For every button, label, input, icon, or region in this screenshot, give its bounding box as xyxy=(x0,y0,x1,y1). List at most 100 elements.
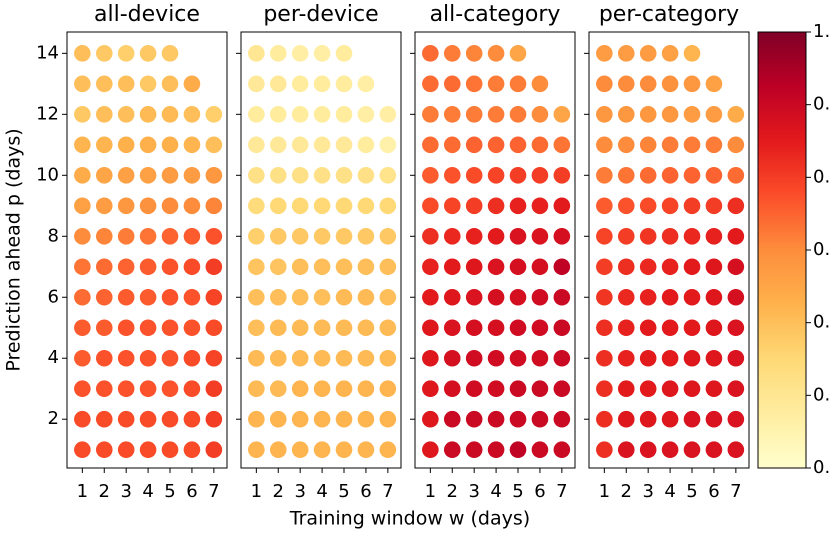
dot xyxy=(248,167,265,184)
dot xyxy=(465,136,483,154)
x-tick-label: 7 xyxy=(208,481,219,502)
dot xyxy=(422,75,439,93)
dot xyxy=(596,45,613,62)
dot xyxy=(205,258,223,276)
dot xyxy=(95,288,113,306)
dot xyxy=(596,441,613,459)
dot xyxy=(335,167,353,184)
x-tick-label: 5 xyxy=(686,481,697,502)
dot xyxy=(248,441,265,459)
dot xyxy=(705,167,723,184)
dot xyxy=(531,319,549,337)
y-tick-label: 6 xyxy=(48,286,59,307)
dot xyxy=(117,319,135,337)
dot xyxy=(139,45,157,62)
x-tick-label: 7 xyxy=(382,481,393,502)
y-tick-label: 8 xyxy=(48,225,59,246)
dot xyxy=(617,136,635,154)
dot xyxy=(161,45,179,62)
dot xyxy=(487,319,505,337)
dot xyxy=(335,319,353,337)
dot xyxy=(357,136,375,154)
dot xyxy=(357,227,375,245)
dot xyxy=(705,227,723,245)
dot xyxy=(465,349,483,367)
x-tick-label: 6 xyxy=(708,481,719,502)
dot xyxy=(161,197,179,215)
dot xyxy=(465,258,483,276)
dot xyxy=(95,75,113,93)
dot xyxy=(269,319,287,337)
x-tick-label: 4 xyxy=(142,481,153,502)
dot xyxy=(95,441,113,459)
dot xyxy=(596,106,613,123)
dot xyxy=(683,410,701,428)
dot xyxy=(727,167,745,184)
dot xyxy=(205,197,223,215)
dot xyxy=(183,227,201,245)
dot xyxy=(248,380,265,398)
dot xyxy=(95,197,113,215)
dot xyxy=(95,167,113,184)
dot xyxy=(617,410,635,428)
dot xyxy=(357,167,375,184)
dot xyxy=(161,258,179,276)
dot xyxy=(509,45,527,62)
dot xyxy=(117,136,135,154)
dot xyxy=(531,441,549,459)
dot xyxy=(465,441,483,459)
dot xyxy=(205,167,223,184)
dot xyxy=(422,227,439,245)
dot xyxy=(443,106,461,123)
dot xyxy=(313,197,331,215)
dot xyxy=(74,136,91,154)
dot xyxy=(117,45,135,62)
dot xyxy=(727,410,745,428)
dot xyxy=(95,136,113,154)
panel-title: all-device xyxy=(94,2,200,27)
dot xyxy=(509,349,527,367)
dot xyxy=(639,380,657,398)
x-tick-label: 4 xyxy=(316,481,327,502)
dot xyxy=(379,258,397,276)
dot xyxy=(248,319,265,337)
dot xyxy=(335,197,353,215)
dot xyxy=(639,197,657,215)
dot xyxy=(465,197,483,215)
dot xyxy=(183,197,201,215)
dot xyxy=(422,106,439,123)
dot xyxy=(74,349,91,367)
dot xyxy=(161,380,179,398)
dot xyxy=(443,441,461,459)
dot xyxy=(139,75,157,93)
dot xyxy=(74,197,91,215)
dot xyxy=(248,106,265,123)
dot xyxy=(379,349,397,367)
x-tick-label: 3 xyxy=(120,481,131,502)
dot xyxy=(379,197,397,215)
dot xyxy=(487,75,505,93)
dot xyxy=(335,227,353,245)
dot xyxy=(639,167,657,184)
x-tick-label: 4 xyxy=(664,481,675,502)
dot xyxy=(727,288,745,306)
dot xyxy=(205,319,223,337)
dot xyxy=(139,258,157,276)
dot xyxy=(553,106,571,123)
dot xyxy=(205,136,223,154)
dot xyxy=(639,288,657,306)
dot xyxy=(139,167,157,184)
x-tick-label: 6 xyxy=(534,481,545,502)
dot xyxy=(617,45,635,62)
dot xyxy=(357,349,375,367)
dot xyxy=(139,288,157,306)
dot xyxy=(74,319,91,337)
dot xyxy=(379,167,397,184)
dot xyxy=(379,410,397,428)
dot xyxy=(465,288,483,306)
dot xyxy=(117,106,135,123)
colorbar xyxy=(757,31,807,469)
panel-frame xyxy=(240,31,402,469)
panel-frame xyxy=(66,31,228,469)
x-tick-label: 7 xyxy=(556,481,567,502)
